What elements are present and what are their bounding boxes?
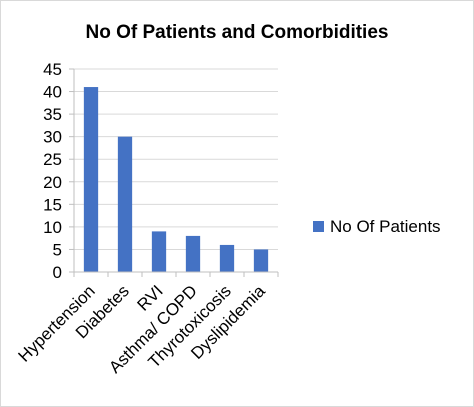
bar <box>83 87 99 273</box>
legend-swatch <box>313 221 324 232</box>
y-tick-label: 10 <box>43 218 62 237</box>
y-tick-label: 30 <box>43 128 62 147</box>
bar <box>219 244 235 272</box>
bar <box>151 231 167 272</box>
legend-label: No Of Patients <box>330 217 441 236</box>
y-tick-label: 45 <box>43 60 62 79</box>
y-axis: 0 5 10 15 20 25 30 35 40 45 <box>43 60 75 282</box>
bars <box>83 87 269 273</box>
y-tick-label: 5 <box>53 240 62 259</box>
bar <box>117 136 133 272</box>
y-tick-label: 15 <box>43 195 62 214</box>
bar <box>253 249 269 272</box>
chart-title: No Of Patients and Comorbidities <box>86 22 389 43</box>
y-tick-label: 35 <box>43 105 62 124</box>
y-tick-label: 25 <box>43 150 62 169</box>
y-tick-label: 0 <box>53 263 62 282</box>
legend: No Of Patients <box>313 217 441 236</box>
y-tick-label: 40 <box>43 83 62 102</box>
bar <box>185 235 201 272</box>
y-tick-label: 20 <box>43 173 62 192</box>
gridlines <box>74 68 278 250</box>
